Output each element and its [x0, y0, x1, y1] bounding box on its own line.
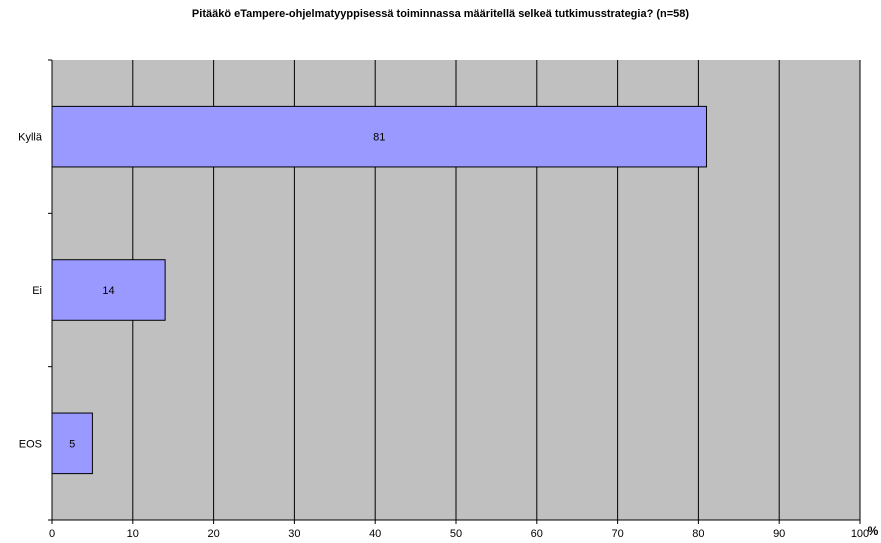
x-tick-label-50: 50: [450, 528, 462, 540]
data-label-Ei: 14: [102, 285, 114, 297]
x-tick-label-30: 30: [288, 528, 300, 540]
x-tick-label-10: 10: [127, 528, 139, 540]
data-label-Kyllä: 81: [373, 132, 385, 144]
bar-Ei: [51, 259, 166, 321]
x-tick-label-40: 40: [369, 528, 381, 540]
x-tick-label-0: 0: [49, 528, 55, 540]
bar-Kyllä: [51, 105, 707, 168]
x-tick-label-70: 70: [611, 528, 623, 540]
x-tick-label-90: 90: [773, 528, 785, 540]
x-tick-label-80: 80: [692, 528, 704, 540]
category-label-Ei: Ei: [32, 285, 42, 297]
category-label-EOS: EOS: [19, 438, 42, 450]
bar-EOS: [51, 412, 93, 475]
x-tick-label-100: 100: [851, 528, 869, 540]
category-labels: Kyllä Ei EOS: [18, 132, 43, 451]
bars: 81 14 5: [51, 105, 707, 475]
x-axis-unit: %: [868, 524, 879, 538]
x-tick-label-60: 60: [531, 528, 543, 540]
x-tick-labels: 0 10 20 30 40 50 60 70 80 90 100: [49, 528, 869, 540]
axes: [48, 59, 861, 524]
x-tick-label-20: 20: [207, 528, 219, 540]
chart-title: Pitääkö eTampere-ohjelmatyyppisessä toim…: [191, 8, 690, 20]
data-label-EOS: 5: [69, 438, 75, 450]
category-label-Kyllä: Kyllä: [18, 132, 43, 144]
